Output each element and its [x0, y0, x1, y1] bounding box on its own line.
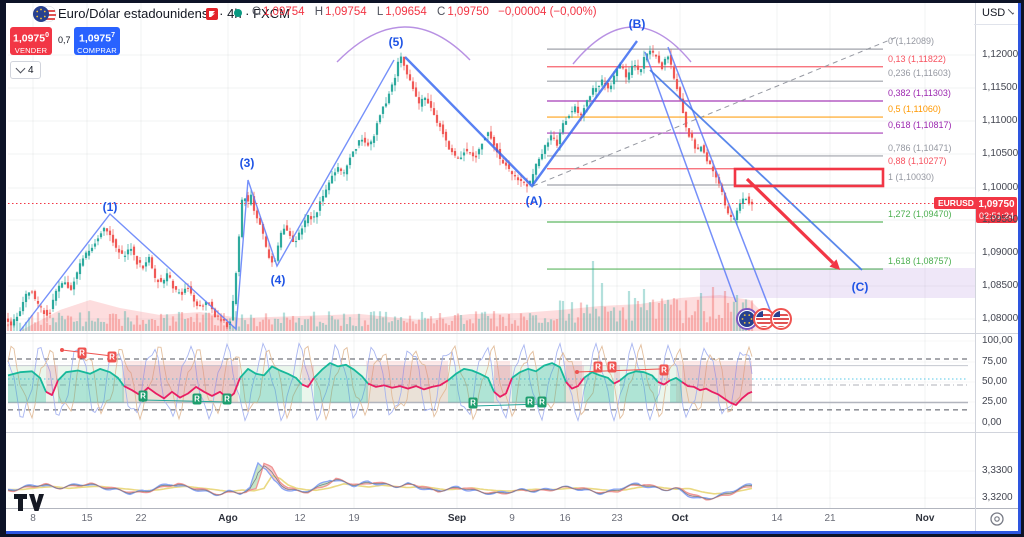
price-axis-label: 1,08000: [982, 313, 1019, 324]
elliott-wave-label: (3): [239, 156, 255, 170]
ribbon-axis-label: 3,3200: [982, 492, 1013, 503]
fib-level-label: 1 (1,10030): [888, 172, 935, 183]
ribbon-axis-label: 3,3300: [982, 465, 1013, 476]
time-axis-label: 16: [559, 513, 571, 524]
bar-countdown: 02:51:24: [978, 211, 1015, 221]
elliott-wave-label: (C): [851, 280, 869, 294]
price-axis-label: 1,09500: [982, 214, 1019, 225]
price-axis-label: 1,10000: [982, 182, 1019, 193]
oscillator-axis-label: 75,00: [982, 356, 1008, 367]
fib-level-label: 0,382 (1,11303): [888, 88, 951, 98]
fib-level-label: 1,272 (1,09470): [888, 208, 952, 219]
tradingview-logo-icon: [14, 494, 44, 511]
oscillator-axis-label: 50,00: [982, 376, 1008, 387]
time-axis-label: 19: [348, 513, 360, 524]
last-price: 1,09750: [978, 199, 1015, 210]
fib-level-label: 1,618 (1,08757): [888, 256, 952, 267]
time-axis-label: Sep: [447, 513, 467, 524]
timezone-clock-icon[interactable]: [990, 512, 1004, 526]
elliott-wave-label: (A): [525, 194, 543, 208]
elliott-wave-label: (4): [270, 273, 286, 287]
chevron-down-icon: [1008, 8, 1015, 15]
divergence-badge-bearish: R: [77, 347, 87, 359]
divergence-badge-bearish: R: [607, 361, 617, 373]
symbol-title[interactable]: Euro/Dólar estadounidense · 4h · FXCM: [58, 6, 290, 21]
time-axis-label: Ago: [218, 513, 238, 524]
fib-level-label: 0,786 (1,10471): [888, 142, 952, 153]
fxcm-logo-icon: [206, 7, 218, 20]
elliott-wave-label: (B): [628, 17, 646, 31]
elliott-wave-label: (5): [388, 35, 404, 49]
sell-button[interactable]: 1,09750 VENDER: [10, 27, 52, 55]
chevron-down-icon: [15, 63, 26, 74]
price-countdown-badge: 1,09750 02:51:24: [976, 197, 1017, 223]
time-axis-label: 21: [824, 513, 836, 524]
time-axis-label: 14: [771, 513, 783, 524]
high-value: 1,09754: [325, 6, 367, 18]
oscillator-axis-label: 100,00: [982, 335, 1013, 346]
time-axis-label: 9: [509, 513, 515, 524]
sell-label: VENDER: [14, 45, 48, 55]
divergence-badge-bullish: R: [138, 390, 148, 402]
buy-label: COMPRAR: [77, 45, 117, 55]
fib-level-label: 0,5 (1,11060): [888, 104, 941, 115]
divergence-badge-bearish: R: [107, 351, 117, 363]
price-axis-label: 1,12000: [982, 49, 1019, 60]
fib-level-label: 0,618 (1,10817): [888, 120, 952, 131]
close-label: C: [437, 6, 446, 18]
buy-button[interactable]: 1,09757 COMPRAR: [74, 27, 120, 55]
fib-level-label: 0,236 (1,11603): [888, 68, 951, 79]
price-axis-label: 1,09000: [982, 247, 1019, 258]
ohlc-readout: O 1,09754 H 1,09754 L 1,09654 C 1,09750 −0,0…: [252, 6, 597, 18]
us-flag-event-icon[interactable]: [770, 308, 792, 330]
price-axis-label: 1,08500: [982, 280, 1019, 291]
fib-level-label: 0,13 (1,11822): [888, 53, 946, 64]
indicators-collapse-chip[interactable]: 4: [10, 61, 41, 79]
change-value: −0,00004 (−0,00%): [498, 6, 597, 18]
open-value: 1,09754: [262, 6, 305, 18]
open-label: O: [252, 6, 261, 18]
time-axis-label: Oct: [671, 513, 689, 524]
spread-value: 0,7: [56, 35, 73, 45]
price-axis-label: 1,10500: [982, 148, 1019, 159]
eu-flag-event-icon[interactable]: [736, 308, 758, 330]
divergence-badge-bearish: R: [593, 361, 603, 373]
currency-label: USD: [982, 7, 1006, 19]
high-label: H: [314, 6, 324, 18]
time-axis-label: 8: [30, 513, 36, 524]
time-axis-label: 22: [135, 513, 147, 524]
divergence-badge-bullish: R: [468, 397, 478, 409]
indicators-count: 4: [28, 64, 34, 76]
fib-level-label: 0,88 (1,10277): [888, 155, 947, 166]
divergence-badge-bearish: R: [659, 364, 669, 376]
divergence-badge-bullish: R: [192, 393, 202, 405]
low-label: L: [376, 6, 384, 18]
price-axis-label: 1,11500: [982, 82, 1018, 93]
market-status-icon: [234, 9, 242, 17]
axis-currency-dropdown[interactable]: USD: [974, 3, 1018, 25]
close-value: 1,09750: [447, 6, 489, 18]
time-axis-label: Nov: [915, 513, 935, 524]
fib-level-label: 0 (1,12089): [888, 36, 935, 47]
us-flag-event-icon[interactable]: [753, 308, 775, 330]
oscillator-axis-label: 0,00: [982, 417, 1002, 428]
time-axis-label: 15: [81, 513, 93, 524]
time-axis-label: 12: [294, 513, 306, 524]
eu-flag-icon: [33, 6, 49, 22]
symbol-price-tag: EURUSD: [934, 197, 978, 209]
divergence-badge-bullish: R: [222, 393, 232, 405]
elliott-wave-label: (1): [102, 200, 118, 214]
divergence-badge-bullish: R: [537, 396, 547, 408]
oscillator-axis-label: 25,00: [982, 396, 1008, 407]
divergence-badge-bullish: R: [525, 396, 535, 408]
time-axis-label: 23: [611, 513, 623, 524]
price-axis-label: 1,11000: [982, 115, 1018, 126]
low-value: 1,09654: [385, 6, 427, 18]
pair-logo: [33, 4, 57, 23]
